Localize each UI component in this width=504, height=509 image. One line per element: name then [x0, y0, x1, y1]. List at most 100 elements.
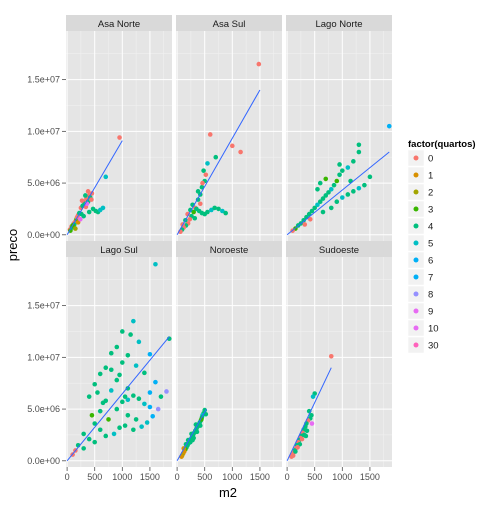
data-point: [320, 209, 326, 215]
data-point: [367, 174, 373, 180]
data-point: [120, 399, 125, 405]
data-point: [345, 165, 351, 170]
data-point: [153, 261, 158, 267]
legend-label: 10: [428, 324, 439, 335]
data-point: [81, 431, 86, 437]
data-point: [103, 365, 109, 370]
data-point: [309, 208, 315, 214]
data-point: [111, 431, 117, 437]
facet-strip-label: Asa Norte: [98, 19, 140, 30]
data-point: [114, 344, 120, 350]
data-point: [362, 182, 367, 188]
facet-strip: [286, 15, 392, 31]
data-point: [323, 193, 329, 198]
data-point: [144, 420, 150, 425]
data-point: [304, 428, 310, 434]
data-point: [114, 377, 120, 383]
data-point: [92, 439, 98, 445]
x-tick-label: 0: [175, 472, 180, 482]
y-tick-label: 1.0e+07: [27, 352, 60, 362]
data-point: [223, 210, 228, 216]
data-point: [299, 436, 305, 442]
data-point: [216, 206, 221, 212]
data-point: [303, 433, 309, 439]
data-point: [203, 172, 209, 178]
legend-label: 1: [428, 171, 433, 182]
data-point: [114, 406, 120, 412]
data-point: [195, 189, 201, 194]
facet-panel: Noroeste: [176, 241, 282, 467]
data-point: [83, 193, 88, 198]
data-point: [307, 216, 313, 222]
facet-strip-label: Lago Norte: [315, 19, 362, 30]
data-point: [79, 198, 85, 203]
data-point: [201, 168, 206, 173]
facet-strip-label: Asa Sul: [213, 19, 246, 30]
panel-background: [66, 257, 172, 467]
data-point: [312, 205, 318, 211]
data-point: [97, 427, 103, 433]
data-point: [97, 371, 103, 377]
data-point: [92, 381, 98, 387]
data-point: [117, 135, 122, 140]
data-point: [356, 142, 362, 148]
data-point: [133, 417, 139, 422]
data-point: [306, 211, 312, 217]
data-point: [86, 436, 92, 442]
y-axis: 0.0e+00 5.0e+06 1.0e+07 1.5e+07 0.0e+00 5.0e+…: [27, 75, 66, 466]
data-point: [125, 397, 131, 403]
data-point: [106, 417, 111, 422]
data-point: [100, 400, 106, 406]
legend-label: 6: [428, 256, 433, 267]
data-point: [142, 401, 147, 407]
data-point: [351, 189, 356, 194]
x-tick-label: 1500: [360, 472, 380, 482]
data-point: [310, 394, 316, 399]
x-axis: 0 500 1000 1500 0 500 1000 1500 0 500 1000 1500: [65, 467, 380, 482]
y-axis-label: preco: [5, 229, 20, 262]
data-point: [103, 174, 109, 180]
data-point: [301, 218, 306, 223]
data-point: [356, 149, 362, 155]
data-point: [142, 370, 147, 376]
data-point: [386, 123, 392, 129]
data-point: [139, 424, 144, 429]
data-point: [100, 205, 106, 211]
data-point: [122, 394, 128, 399]
y-tick-label: 1.0e+07: [27, 126, 60, 136]
data-point: [85, 189, 91, 194]
data-point: [334, 199, 340, 204]
data-point: [147, 351, 153, 357]
data-point: [328, 354, 334, 359]
data-point: [164, 389, 169, 394]
data-point: [200, 180, 205, 186]
data-point: [256, 61, 262, 67]
data-point: [158, 394, 164, 399]
facet-panel: Asa Norte: [66, 15, 172, 241]
data-point: [220, 208, 225, 214]
y-tick-label: 1.5e+07: [27, 301, 60, 311]
data-point: [238, 149, 243, 155]
facet-strip: [66, 15, 172, 31]
y-tick-label: 0.0e+00: [27, 230, 60, 240]
legend-label: 30: [428, 341, 439, 352]
data-point: [117, 425, 122, 430]
x-tick-label: 500: [87, 472, 102, 482]
data-point: [136, 339, 142, 345]
legend-swatch: [413, 291, 419, 297]
legend-swatch: [413, 325, 419, 331]
data-point: [78, 216, 83, 222]
legend-label: 0: [428, 154, 433, 165]
fit-line: [66, 336, 170, 462]
legend-label: 9: [428, 307, 433, 318]
data-point: [147, 390, 153, 395]
fit-line: [286, 151, 390, 236]
x-tick-label: 0: [65, 472, 70, 482]
data-point: [340, 168, 345, 173]
legend-title: factor(quartos): [408, 139, 476, 150]
data-point: [340, 195, 345, 200]
data-point: [89, 412, 95, 418]
facet-panel: Lago Sul: [66, 241, 172, 467]
